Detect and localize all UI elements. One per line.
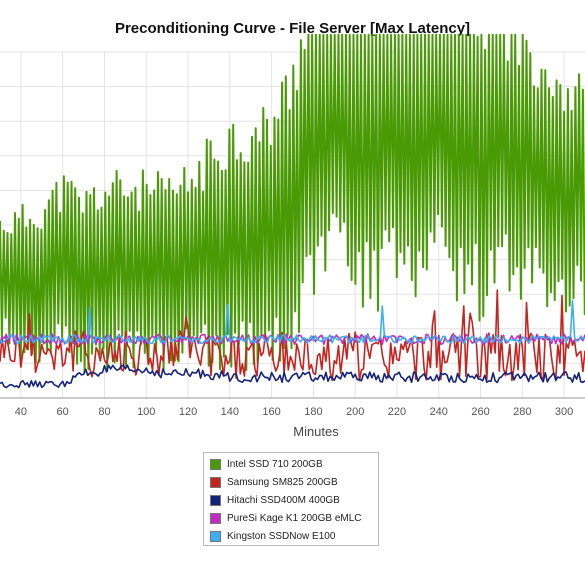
x-tick-label: 280 bbox=[513, 406, 531, 418]
legend-swatch bbox=[210, 458, 221, 470]
series-line-5 bbox=[0, 299, 585, 345]
x-tick-label: 200 bbox=[346, 406, 364, 418]
x-tick-label: 80 bbox=[98, 406, 110, 418]
x-tick-label: 240 bbox=[430, 406, 448, 418]
legend-swatch bbox=[210, 476, 221, 488]
legend-label: Intel SSD 710 200GB bbox=[227, 458, 323, 470]
legend-label: Samsung SM825 200GB bbox=[227, 476, 338, 488]
x-tick-label: 180 bbox=[304, 406, 322, 418]
legend-item: Intel SSD 710 200GB bbox=[210, 455, 372, 473]
series-line-2 bbox=[0, 289, 585, 382]
x-tick-label: 40 bbox=[15, 406, 27, 418]
x-tick-label: 140 bbox=[221, 406, 239, 418]
x-tick-label: 300 bbox=[555, 406, 573, 418]
x-tick-label: 160 bbox=[262, 406, 280, 418]
x-tick-label: 260 bbox=[471, 406, 489, 418]
legend-item: Kingston SSDNow E100 bbox=[210, 527, 372, 545]
legend-label: Kingston SSDNow E100 bbox=[227, 530, 336, 542]
legend-item: Samsung SM825 200GB bbox=[210, 473, 372, 491]
legend-swatch bbox=[210, 530, 221, 542]
series-line-1 bbox=[0, 33, 585, 374]
legend: Intel SSD 710 200GB Samsung SM825 200GB Hi… bbox=[203, 452, 379, 546]
x-tick-labels: 40 60 80 100 120 140 160 180 200 220 240 260 280 300 bbox=[15, 406, 574, 418]
legend-item: PureSi Kage K1 200GB eMLC bbox=[210, 509, 372, 527]
x-tick-label: 100 bbox=[137, 406, 155, 418]
legend-swatch bbox=[210, 512, 221, 524]
legend-swatch bbox=[210, 494, 221, 506]
legend-label: Hitachi SSD400M 400GB bbox=[227, 494, 340, 506]
series-line-3 bbox=[0, 364, 585, 389]
legend-item: Hitachi SSD400M 400GB bbox=[210, 491, 372, 509]
x-tick-label: 60 bbox=[57, 406, 69, 418]
legend-label: PureSi Kage K1 200GB eMLC bbox=[227, 512, 362, 524]
chart-title: Preconditioning Curve - File Server [Max… bbox=[114, 20, 471, 37]
x-axis-title: Minutes bbox=[293, 424, 339, 439]
x-tick-label: 220 bbox=[388, 406, 406, 418]
x-tick-label: 120 bbox=[179, 406, 197, 418]
series-lines bbox=[0, 33, 585, 389]
